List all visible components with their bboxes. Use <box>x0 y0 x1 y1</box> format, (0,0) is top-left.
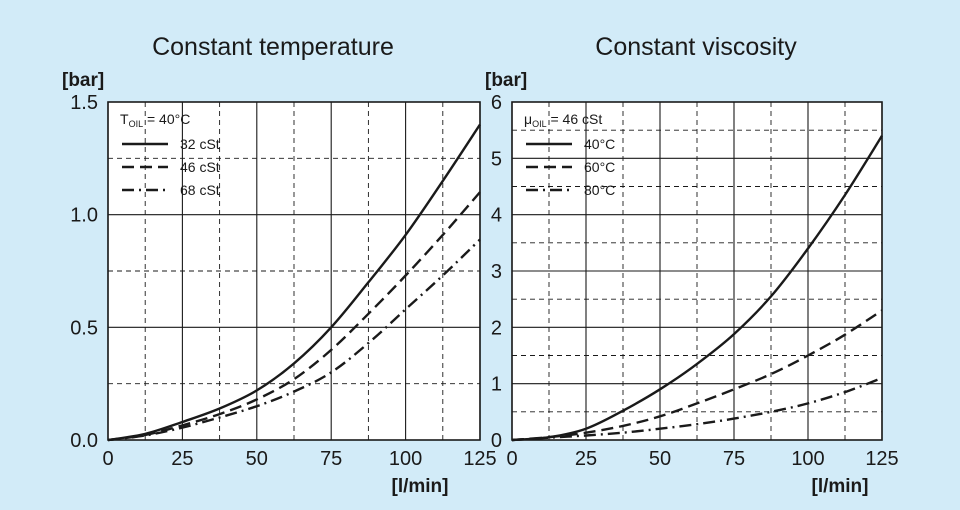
x-tick-label: 0 <box>506 448 517 470</box>
x-tick-label: 75 <box>320 448 342 470</box>
legend-label-2: 46 cSt <box>180 159 220 175</box>
legend-header: TOIL = 40°C <box>120 111 190 129</box>
x-tick-label: 50 <box>649 448 671 470</box>
y-tick-label: 4 <box>491 205 502 227</box>
legend-header-main: μ <box>524 111 532 127</box>
x-tick-label: 75 <box>723 448 745 470</box>
legend-header: μOIL = 46 cSt <box>524 111 602 129</box>
x-tick-label: 125 <box>463 448 496 470</box>
chart-panel-1: 0 25 50 75 100 125 0.0 0.5 1.0 1.5 Constant temper… <box>62 33 497 497</box>
y-tick-label: 2 <box>491 317 502 339</box>
legend-label-2: 60°C <box>584 159 615 175</box>
y-tick-label: 5 <box>491 148 502 170</box>
legend-label-1: 32 cSt <box>180 136 220 152</box>
chart-panel-2: 0 25 50 75 100 125 0 1 2 3 4 5 6 Constant viscosity [b… <box>485 33 899 497</box>
legend-header-main: T <box>120 111 129 127</box>
legend-header-sub: OIL <box>532 119 547 129</box>
legend-header-sub: OIL <box>129 119 144 129</box>
x-tick-label: 25 <box>171 448 193 470</box>
chart-title: Constant viscosity <box>595 33 797 61</box>
legend-header-rest: = 46 cSt <box>547 111 603 127</box>
legend: TOIL = 40°C 32 cSt 46 cSt 68 cSt <box>120 111 220 198</box>
series-line-1 <box>107 123 482 442</box>
y-tick-label: 1.5 <box>70 92 98 114</box>
y-tick-label: 1.0 <box>70 205 98 227</box>
legend-label-3: 68 cSt <box>180 182 220 198</box>
x-axis-label: [l/min] <box>392 476 449 497</box>
legend-header-rest: = 40°C <box>143 111 190 127</box>
legend-label-3: 80°C <box>584 182 615 198</box>
series-line-3 <box>511 376 883 442</box>
series-line-2 <box>107 191 481 442</box>
series-line-1 <box>511 135 884 442</box>
x-tick-label: 100 <box>791 448 824 470</box>
y-tick-label: 1 <box>491 374 502 396</box>
x-tick-label: 125 <box>865 448 898 470</box>
y-axis-label: [bar] <box>485 70 527 91</box>
x-tick-label: 100 <box>389 448 422 470</box>
y-tick-label: 0.5 <box>70 317 98 339</box>
y-tick-label: 3 <box>491 261 502 283</box>
plot-frame <box>511 101 883 441</box>
plot-frame <box>107 101 481 441</box>
y-axis-label: [bar] <box>62 70 104 91</box>
series-line-3 <box>107 238 481 442</box>
x-axis-label: [l/min] <box>812 476 869 497</box>
y-tick-label: 0.0 <box>70 430 98 452</box>
y-tick-label: 0 <box>491 430 502 452</box>
legend: μOIL = 46 cSt 40°C 60°C 80°C <box>524 111 615 198</box>
chart-title: Constant temperature <box>152 33 394 61</box>
series-line-2 <box>511 309 883 442</box>
x-tick-label: 25 <box>575 448 597 470</box>
x-tick-label: 50 <box>246 448 268 470</box>
x-tick-label: 0 <box>102 448 113 470</box>
legend-label-1: 40°C <box>584 136 615 152</box>
y-tick-label: 6 <box>491 92 502 114</box>
